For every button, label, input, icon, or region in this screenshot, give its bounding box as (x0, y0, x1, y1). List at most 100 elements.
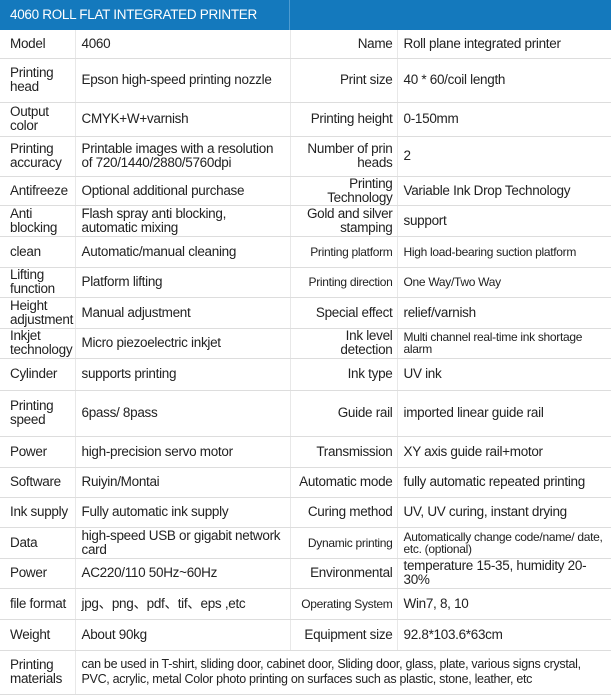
table-row: Software Ruiyin/Montai Automatic mode fully… (0, 467, 611, 498)
spec-label: Antifreeze (0, 176, 76, 206)
table-row: Printing materials can be used in T-shirt… (0, 650, 611, 695)
spec-value: 6pass/ 8pass (75, 390, 291, 437)
spec-value: XY axis guide rail+motor (397, 436, 611, 468)
spec-label: Inkjet technology (0, 328, 76, 359)
spec-label: file format (0, 588, 76, 620)
spec-value: UV ink (397, 358, 611, 391)
spec-value: 40 * 60/coil length (397, 58, 611, 103)
spec-label: Print size (290, 58, 398, 103)
spec-value: Platform lifting (75, 267, 291, 298)
spec-value: 0-150mm (397, 102, 611, 137)
table-row: Power high-precision servo motor Transmiss… (0, 436, 611, 468)
spec-value: Optional additional purchase (75, 176, 291, 206)
spec-label: Output color (0, 102, 76, 137)
spec-table: Model 4060 Name Roll plane integrated print… (0, 30, 611, 695)
spec-label: Dynamic printing (290, 527, 398, 559)
spec-label: Cylinder (0, 358, 76, 391)
table-row: Printing speed 6pass/ 8pass Guide rail impo… (0, 390, 611, 437)
spec-value: UV, UV curing, instant drying (397, 497, 611, 528)
spec-value: Win7, 8, 10 (397, 588, 611, 620)
table-row: Data high-speed USB or gigabit network ca… (0, 527, 611, 559)
spec-value: Automatically change code/name/ date, et… (397, 527, 611, 559)
spec-value: imported linear guide rail (397, 390, 611, 437)
spec-label: Printing Technology (290, 176, 398, 206)
spec-value: AC220/110 50Hz~60Hz (75, 558, 291, 589)
spec-label: Special effect (290, 297, 398, 329)
spec-label: Operating System (290, 588, 398, 620)
spec-value: One Way/Two Way (397, 267, 611, 298)
spec-label: Name (290, 30, 398, 59)
spec-label: Model (0, 30, 76, 59)
spec-value: Ruiyin/Montai (75, 467, 291, 498)
spec-value: 92.8*103.6*63cm (397, 619, 611, 651)
table-row: Anti blocking Flash spray anti blocking, … (0, 205, 611, 237)
spec-label: Printing speed (0, 390, 76, 437)
spec-label: Printing head (0, 58, 76, 103)
spec-value: Automatic/manual cleaning (75, 236, 291, 268)
spec-label: Gold and silver stamping (290, 205, 398, 237)
spec-value: high-precision servo motor (75, 436, 291, 468)
spec-value: Fully automatic ink supply (75, 497, 291, 528)
spec-label: Height adjustment (0, 297, 76, 329)
table-row: Printing head Epson high-speed printing n… (0, 58, 611, 103)
spec-label: Printing accuracy (0, 136, 76, 177)
spec-value: CMYK+W+varnish (75, 102, 291, 137)
spec-value: Micro piezoelectric inkjet (75, 328, 291, 359)
spec-value: can be used in T-shirt, sliding door, ca… (75, 650, 611, 695)
table-row: Ink supply Fully automatic ink supply Curi… (0, 497, 611, 528)
table-row: Inkjet technology Micro piezoelectric ink… (0, 328, 611, 359)
spec-label: Printing direction (290, 267, 398, 298)
spec-value: relief/varnish (397, 297, 611, 329)
spec-label: Curing method (290, 497, 398, 528)
spec-value: support (397, 205, 611, 237)
spec-label: Power (0, 436, 76, 468)
spec-label: Environmental (290, 558, 398, 589)
spec-value: fully automatic repeated printing (397, 467, 611, 498)
spec-label: Transmission (290, 436, 398, 468)
spec-label: Equipment size (290, 619, 398, 651)
spec-label: Software (0, 467, 76, 498)
table-row: Weight About 90kg Equipment size 92.8*103.6… (0, 619, 611, 651)
spec-value: Manual adjustment (75, 297, 291, 329)
spec-label: Ink level detection (290, 328, 398, 359)
spec-label: Ink supply (0, 497, 76, 528)
spec-value: Flash spray anti blocking, automatic mix… (75, 205, 291, 237)
table-title: 4060 ROLL FLAT INTEGRATED PRINTER (0, 0, 290, 30)
spec-label: Data (0, 527, 76, 559)
spec-value: Epson high-speed printing nozzle (75, 58, 291, 103)
table-row: Model 4060 Name Roll plane integrated print… (0, 30, 611, 59)
spec-value: high-speed USB or gigabit network card (75, 527, 291, 559)
spec-value: jpg、png、pdf、tif、eps ,etc (75, 588, 291, 620)
table-row: Height adjustment Manual adjustment Specia… (0, 297, 611, 329)
spec-label: Ink type (290, 358, 398, 391)
table-row: Output color CMYK+W+varnish Printing heigh… (0, 102, 611, 137)
spec-label: Guide rail (290, 390, 398, 437)
table-header: 4060 ROLL FLAT INTEGRATED PRINTER (0, 0, 611, 30)
spec-label: Anti blocking (0, 205, 76, 237)
spec-label: Printing height (290, 102, 398, 137)
spec-label: Weight (0, 619, 76, 651)
table-row: clean Automatic/manual cleaning Printing p… (0, 236, 611, 268)
table-row: file format jpg、png、pdf、tif、eps ,etc Opera… (0, 588, 611, 620)
spec-value: 4060 (75, 30, 291, 59)
table-row: Printing accuracy Printable images with a… (0, 136, 611, 177)
spec-value: Roll plane integrated printer (397, 30, 611, 59)
spec-label: clean (0, 236, 76, 268)
table-row: Antifreeze Optional additional purchase Pr… (0, 176, 611, 206)
table-row: Lifting function Platform lifting Printing… (0, 267, 611, 298)
spec-value: Variable Ink Drop Technology (397, 176, 611, 206)
table-row: Power AC220/110 50Hz~60Hz Environmental tem… (0, 558, 611, 589)
spec-label: Number of prin heads (290, 136, 398, 177)
spec-value: High load-bearing suction platform (397, 236, 611, 268)
spec-value: Printable images with a resolution of 72… (75, 136, 291, 177)
spec-value: supports printing (75, 358, 291, 391)
spec-label: Lifting function (0, 267, 76, 298)
spec-label: Printing materials (0, 650, 76, 695)
spec-label: Printing platform (290, 236, 398, 268)
spec-label: Automatic mode (290, 467, 398, 498)
spec-value: temperature 15-35, humidity 20-30% (397, 558, 611, 589)
spec-value: About 90kg (75, 619, 291, 651)
spec-value: 2 (397, 136, 611, 177)
spec-label: Power (0, 558, 76, 589)
